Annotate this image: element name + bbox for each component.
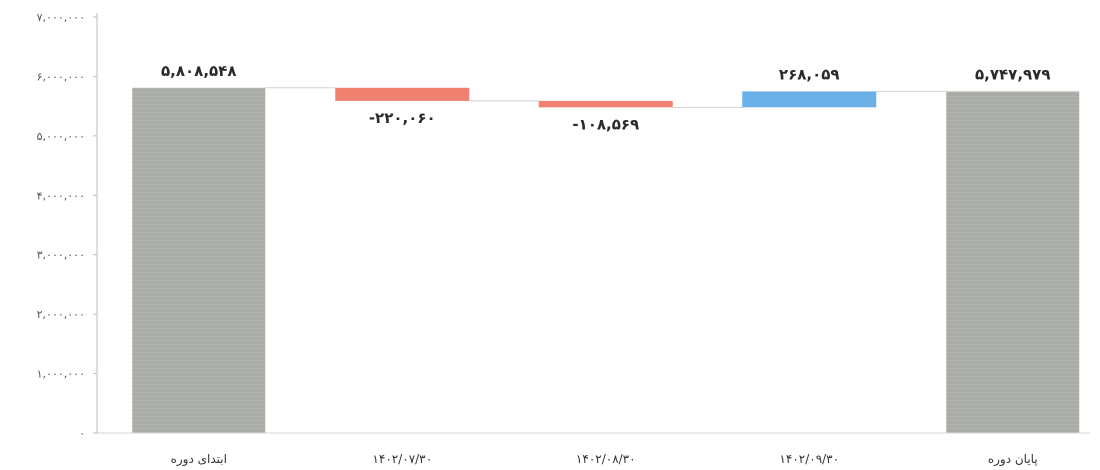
data-label: -۱۰۸,۵۶۹ <box>572 115 639 133</box>
data-label: ۲۶۸,۰۵۹ <box>779 65 840 83</box>
total-bar <box>946 91 1080 433</box>
x-category-label: پایان دوره <box>988 452 1038 467</box>
y-axis: ۰ ۱,۰۰۰,۰۰۰ ۲,۰۰۰,۰۰۰ ۳,۰۰۰,۰۰۰ ۴,۰۰۰,۰۰۰ ۵,۰… <box>37 11 98 440</box>
y-tick-label: ۶,۰۰۰,۰۰۰ <box>37 70 85 83</box>
data-label: -۲۲۰,۰۶۰ <box>369 109 436 127</box>
data-label: ۵,۸۰۸,۵۴۸ <box>161 62 236 80</box>
total-bar <box>132 87 266 434</box>
x-category-label: ابتدای دوره <box>171 452 227 467</box>
y-tick-label: ۰ <box>79 427 85 440</box>
decrease-bar <box>335 87 470 101</box>
x-axis: ابتدای دوره ۱۴۰۲/۰۷/۳۰ ۱۴۰۲/۰۸/۳۰ ۱۴۰۲/۰۹/۳… <box>97 432 1090 467</box>
x-category-label: ۱۴۰۲/۰۹/۳۰ <box>779 452 839 466</box>
x-category-label: ۱۴۰۲/۰۷/۳۰ <box>372 452 432 466</box>
decrease-bar <box>538 100 673 108</box>
y-tick-label: ۴,۰۰۰,۰۰۰ <box>37 189 85 202</box>
data-label: ۵,۷۴۷,۹۷۹ <box>975 65 1050 83</box>
increase-bar <box>742 91 877 108</box>
x-category-label: ۱۴۰۲/۰۸/۳۰ <box>576 452 636 466</box>
y-tick-label: ۳,۰۰۰,۰۰۰ <box>37 249 85 262</box>
data-labels: ۵,۸۰۸,۵۴۸ -۲۲۰,۰۶۰ -۱۰۸,۵۶۹ ۲۶۸,۰۵۹ ۵,۷۴۷,۹۷… <box>161 62 1050 134</box>
y-tick-label: ۱,۰۰۰,۰۰۰ <box>37 368 85 381</box>
y-tick-label: ۵,۰۰۰,۰۰۰ <box>37 130 85 143</box>
y-tick-label: ۲,۰۰۰,۰۰۰ <box>37 308 85 321</box>
y-tick-label: ۷,۰۰۰,۰۰۰ <box>37 11 85 24</box>
bars <box>132 87 1080 434</box>
connector-lines <box>265 87 947 108</box>
